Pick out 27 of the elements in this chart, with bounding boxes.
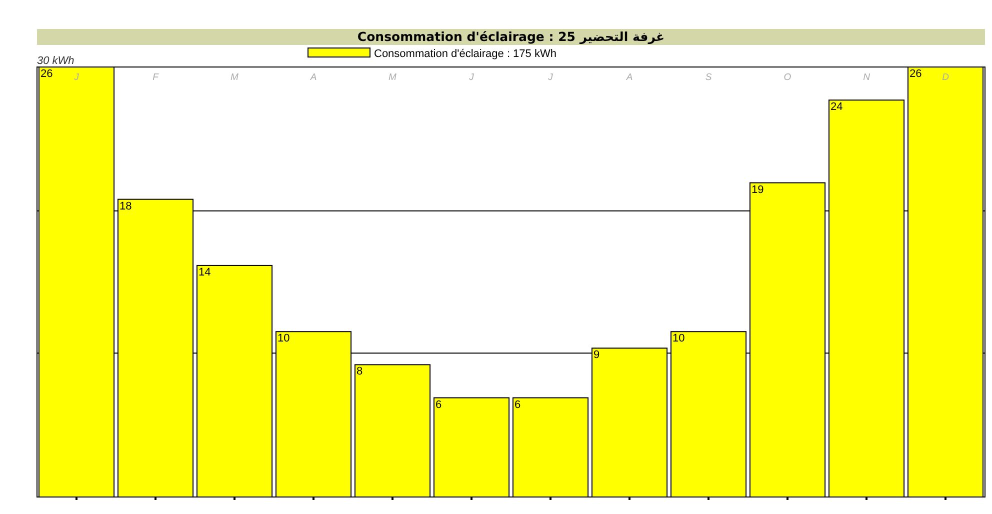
data-label: 10 — [277, 332, 290, 345]
x-tick-label: N — [863, 72, 870, 83]
data-label: 6 — [435, 398, 442, 411]
data-label: 26 — [909, 68, 922, 80]
data-label: 6 — [514, 398, 521, 411]
x-tick-label: J — [73, 72, 80, 83]
x-tick-label: A — [309, 72, 317, 83]
x-tick-label: J — [547, 72, 554, 83]
data-label: 19 — [751, 184, 764, 196]
data-label: 26 — [40, 68, 53, 80]
x-tick-label: M — [230, 72, 239, 83]
x-tick-label: D — [942, 72, 950, 83]
x-tick-label: F — [152, 72, 160, 83]
x-tick-label: J — [468, 72, 474, 83]
annotation: 30 kWh — [37, 55, 74, 67]
x-tick-label: M — [388, 72, 397, 83]
x-tick-label: O — [784, 72, 792, 83]
data-label: 14 — [198, 266, 211, 278]
data-label: 18 — [119, 200, 132, 212]
x-tick-label: A — [625, 72, 633, 83]
data-label: 8 — [356, 366, 363, 378]
data-label: 9 — [593, 349, 600, 362]
text: Consommation d'éclairage : 175 kWh — [374, 48, 556, 60]
x-tick-label: S — [705, 72, 712, 83]
data-label: 24 — [830, 101, 843, 114]
data-label: 10 — [672, 332, 685, 345]
chart-title: Consommation d'éclairage : 25 غرفة التحضير — [357, 29, 665, 45]
